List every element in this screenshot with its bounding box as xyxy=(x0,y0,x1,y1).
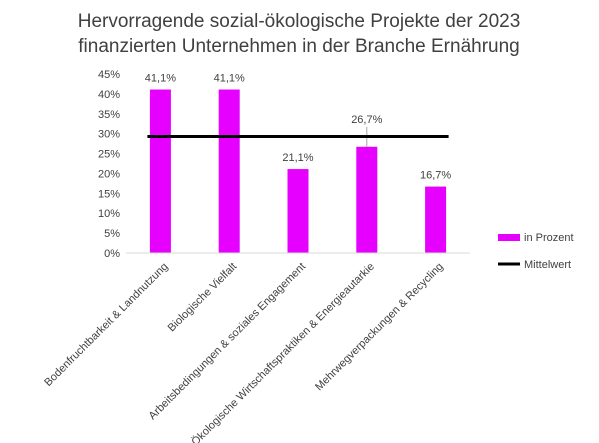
data-label: 41,1% xyxy=(145,73,176,85)
legend: in Prozent Mittelwert xyxy=(498,232,574,271)
y-tick-label: 25% xyxy=(98,149,120,161)
y-axis: 0% 5% 10% 15% 20% 25% 30% 35% 40% 45% xyxy=(98,69,120,260)
data-label: 16,7% xyxy=(420,170,451,182)
data-label: 26,7% xyxy=(351,114,382,126)
bar xyxy=(425,186,447,253)
data-label: 41,1% xyxy=(214,73,245,85)
y-tick-label: 5% xyxy=(104,228,120,240)
y-tick-label: 20% xyxy=(98,168,120,180)
data-label: 21,1% xyxy=(282,152,313,164)
y-tick-label: 10% xyxy=(98,208,120,220)
legend-label-series: in Prozent xyxy=(524,232,574,244)
category-label: Mehrwegverpackungen & Recycling xyxy=(313,261,446,394)
y-tick-label: 30% xyxy=(98,129,120,141)
category-label: Biologische Vielfalt xyxy=(166,261,240,335)
chart-title-line-1: Hervorragende sozial-ökologische Projekt… xyxy=(78,11,521,32)
bars xyxy=(149,89,447,253)
bar xyxy=(356,146,378,253)
y-tick-label: 0% xyxy=(104,248,120,260)
y-tick-label: 15% xyxy=(98,188,120,200)
bar xyxy=(149,89,171,253)
chart-title: Hervorragende sozial-ökologische Projekt… xyxy=(78,11,521,57)
category-labels: Bodenfruchtbarkeit & LandnutzungBiologis… xyxy=(42,261,445,443)
data-labels: 41,1% 41,1% 21,1% 26,7% 16,7% xyxy=(145,73,452,182)
category-label: Bodenfruchtbarkeit & Landnutzung xyxy=(42,261,170,389)
legend-swatch-bar xyxy=(498,234,520,241)
category-label: Arbeitsbedingungen & soziales Engagement xyxy=(147,261,309,423)
bar xyxy=(218,89,240,253)
y-tick-label: 35% xyxy=(98,109,120,121)
bar xyxy=(287,169,309,253)
chart-title-line-2: finanzierten Unternehmen in der Branche … xyxy=(78,36,520,57)
legend-label-mean: Mittelwert xyxy=(524,259,571,271)
y-tick-label: 40% xyxy=(98,89,120,101)
y-tick-label: 45% xyxy=(98,69,120,81)
